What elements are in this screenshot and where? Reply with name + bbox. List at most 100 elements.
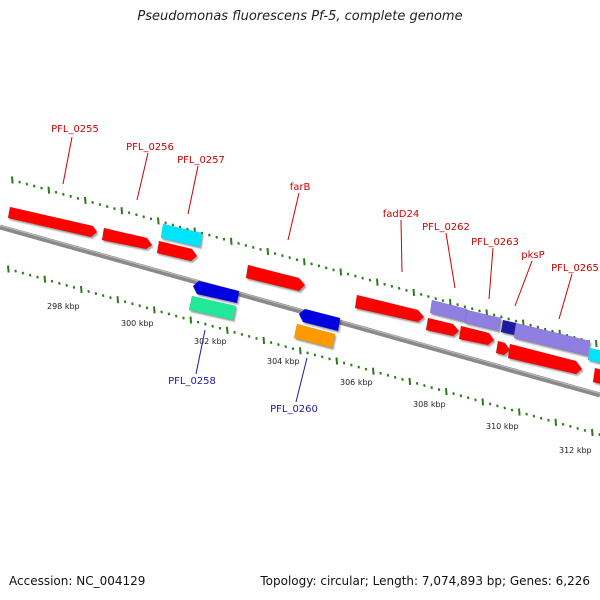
feature-blue-2[interactable] xyxy=(298,308,341,332)
minor-tick xyxy=(423,384,426,388)
minor-tick xyxy=(174,314,178,318)
minor-tick xyxy=(393,375,397,379)
label-fadD24: fadD24 xyxy=(383,209,419,220)
minor-tick xyxy=(164,221,167,225)
feature-red-right-4[interactable] xyxy=(507,343,583,375)
major-tick xyxy=(595,339,598,348)
major-tick xyxy=(84,196,87,204)
kbp-label-310: 310 kbp xyxy=(486,422,519,431)
minor-tick xyxy=(320,355,324,359)
minor-tick xyxy=(405,288,408,292)
label-PFL_0257: PFL_0257 xyxy=(177,155,225,166)
minor-tick xyxy=(500,315,503,319)
minor-tick xyxy=(390,284,394,288)
feature-PFL_0262[interactable] xyxy=(429,299,468,323)
minor-tick xyxy=(415,381,419,385)
minor-tick xyxy=(386,373,390,377)
minor-tick xyxy=(357,365,360,369)
genome-backbone xyxy=(0,224,600,398)
major-tick xyxy=(153,306,156,314)
minor-tick xyxy=(350,363,353,367)
minor-tick xyxy=(233,330,236,334)
minor-tick xyxy=(259,247,262,251)
minor-tick xyxy=(21,271,25,275)
minor-tick xyxy=(397,286,401,290)
minor-tick xyxy=(317,264,321,268)
minor-tick xyxy=(281,254,284,258)
minor-tick xyxy=(277,343,280,347)
minor-tick xyxy=(525,412,528,416)
major-tick xyxy=(299,347,302,355)
minor-tick xyxy=(383,282,386,286)
feature-farB[interactable] xyxy=(245,264,306,292)
label-pksP: pksP xyxy=(521,250,544,261)
minor-tick xyxy=(76,196,80,200)
feature-PFL_0257[interactable] xyxy=(156,240,198,262)
minor-tick xyxy=(346,272,350,276)
major-tick xyxy=(591,428,594,437)
feature-red-right-5[interactable] xyxy=(592,367,600,384)
minor-tick xyxy=(466,396,470,400)
feature-red-right-3[interactable] xyxy=(495,340,511,356)
feature-PFL_0260[interactable] xyxy=(293,323,336,349)
minor-tick xyxy=(40,186,43,190)
minor-tick xyxy=(474,398,477,402)
minor-tick xyxy=(306,351,309,355)
minor-tick xyxy=(291,347,295,351)
feature-PFL_0258[interactable] xyxy=(188,295,237,321)
minor-tick xyxy=(437,388,441,392)
feature-PFL_0265[interactable] xyxy=(587,347,600,364)
minor-tick xyxy=(247,334,251,338)
minor-tick xyxy=(222,237,226,241)
minor-tick xyxy=(91,200,94,204)
major-tick xyxy=(339,268,343,276)
feature-PFL_0256[interactable] xyxy=(101,227,153,250)
feature-fadD24[interactable] xyxy=(354,294,425,323)
minor-tick xyxy=(427,295,430,299)
minor-tick xyxy=(354,274,357,278)
minor-tick xyxy=(54,190,58,194)
minor-tick xyxy=(32,184,36,188)
major-tick xyxy=(481,398,485,406)
feature-cyan-1[interactable] xyxy=(160,223,203,248)
feature-blue-1[interactable] xyxy=(192,280,240,304)
label-PFL_0260: PFL_0260 xyxy=(270,404,318,415)
feature-pksP[interactable] xyxy=(513,322,591,357)
label-PFL_0258: PFL_0258 xyxy=(168,376,216,387)
major-tick xyxy=(189,316,193,324)
minor-tick xyxy=(379,371,382,375)
minor-tick xyxy=(514,319,518,323)
feature-PFL_0255[interactable] xyxy=(7,206,98,238)
major-tick xyxy=(116,296,120,304)
feature-navy[interactable] xyxy=(500,319,517,336)
major-tick xyxy=(376,278,379,286)
minor-tick xyxy=(109,296,112,300)
minor-tick xyxy=(536,325,540,329)
minor-tick xyxy=(211,324,214,328)
minor-tick xyxy=(215,235,218,239)
minor-tick xyxy=(368,278,372,282)
minor-tick xyxy=(36,275,39,279)
minor-tick xyxy=(561,422,565,426)
accession-text: Accession: NC_004129 xyxy=(9,574,146,588)
major-tick xyxy=(230,237,233,245)
feature-red-right-1[interactable] xyxy=(425,317,460,337)
minor-tick xyxy=(208,233,211,237)
feature-PFL_0263[interactable] xyxy=(464,309,502,332)
major-tick xyxy=(226,326,229,334)
minor-tick xyxy=(361,276,364,280)
minor-tick xyxy=(583,428,587,432)
tick-track-top xyxy=(11,176,598,348)
minor-tick xyxy=(113,207,116,211)
label-PFL_0255: PFL_0255 xyxy=(51,124,99,135)
minor-tick xyxy=(463,305,467,309)
minor-tick xyxy=(135,213,138,217)
kbp-label-298: 298 kbp xyxy=(47,302,80,311)
minor-tick xyxy=(105,205,109,209)
label-PFL_0263: PFL_0263 xyxy=(471,237,519,248)
minor-tick xyxy=(328,357,331,361)
major-tick xyxy=(554,418,558,426)
minor-tick xyxy=(492,313,496,317)
kbp-label-308: 308 kbp xyxy=(413,400,446,409)
feature-red-right-2[interactable] xyxy=(458,325,495,346)
